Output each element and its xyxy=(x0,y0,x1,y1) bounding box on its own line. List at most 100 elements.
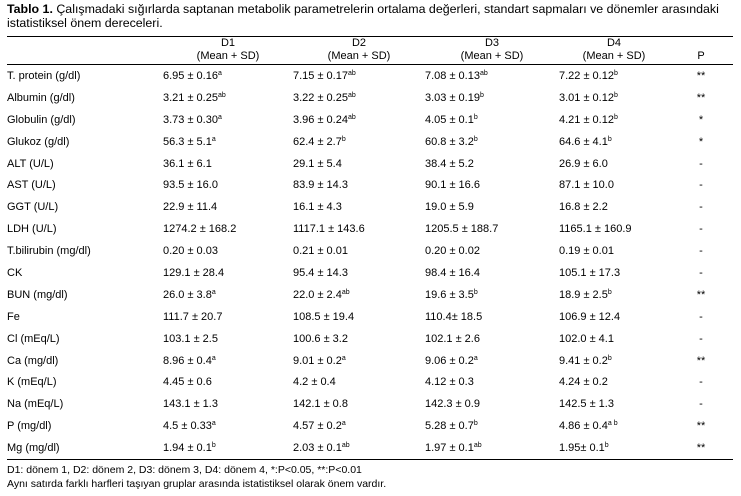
mean-sd-value: 106.9 ± 12.4 xyxy=(559,310,621,323)
header-sub-d3: (Mean + SD) xyxy=(425,49,559,65)
parameter-name: GGT (U/L) xyxy=(7,201,59,214)
significance-letter: b xyxy=(341,135,346,143)
value-cell-d3: 102.1 ± 2.6 xyxy=(425,328,559,350)
table-row: CK 129.1 ± 28.4 95.4 ± 14.3 98.4 ± 16.4 105.… xyxy=(7,262,733,284)
p-value: ** xyxy=(696,69,706,82)
mean-sd-value: 4.86 ± 0.4 xyxy=(559,420,608,433)
mean-sd-value: 9.01 ± 0.2 xyxy=(293,354,342,367)
value-cell-d2: 16.1 ± 4.3 xyxy=(293,196,425,218)
mean-sd-value: 6.95 ± 0.16 xyxy=(163,69,218,82)
mean-sd-value: 38.4 ± 5.2 xyxy=(425,157,474,170)
value-cell-d2: 95.4 ± 14.3 xyxy=(293,262,425,284)
p-value: ** xyxy=(696,288,706,301)
parameter-name: Albumin (g/dl) xyxy=(7,91,75,104)
value-cell-d2: 1117.1 ± 143.6 xyxy=(293,218,425,240)
mean-sd-value: 9.41 ± 0.2 xyxy=(559,354,608,367)
table-body: T. protein (g/dl) 6.95 ± 0.16a 7.15 ± 0.17… xyxy=(7,65,733,461)
mean-sd-value: 9.06 ± 0.2 xyxy=(425,354,474,367)
parameter-name: LDH (U/L) xyxy=(7,223,57,236)
p-value: - xyxy=(699,266,703,279)
significance-letter: a xyxy=(341,420,346,428)
mean-sd-value: 93.5 ± 16.0 xyxy=(163,179,218,192)
value-cell-d3: 9.06 ± 0.2a xyxy=(425,350,559,372)
significance-letter: ab xyxy=(341,288,350,296)
header-p: P xyxy=(669,49,733,65)
mean-sd-value: 1.94 ± 0.1 xyxy=(163,442,212,455)
significance-letter: b xyxy=(473,113,478,121)
table-row: T.bilirubin (mg/dl) 0.20 ± 0.03 0.21 ± 0.0… xyxy=(7,240,733,262)
significance-letter: b xyxy=(613,91,618,99)
value-cell-d1: 22.9 ± 11.4 xyxy=(163,196,293,218)
parameter-name: AST (U/L) xyxy=(7,179,56,192)
header-group-d3: D3 xyxy=(425,36,559,50)
mean-sd-value: 1205.5 ± 188.7 xyxy=(425,223,499,236)
value-cell-d4: 4.24 ± 0.2 xyxy=(559,371,669,393)
table-row: AST (U/L) 93.5 ± 16.0 83.9 ± 14.3 90.1 ± 16… xyxy=(7,174,733,196)
mean-sd-value: 110.4± 18.5 xyxy=(425,310,483,323)
value-cell-d3: 98.4 ± 16.4 xyxy=(425,262,559,284)
mean-sd-value: 98.4 ± 16.4 xyxy=(425,266,480,279)
header-sub-d2: (Mean + SD) xyxy=(293,49,425,65)
p-value: ** xyxy=(696,91,706,104)
value-cell-d1: 143.1 ± 1.3 xyxy=(163,393,293,415)
mean-sd-value: 4.05 ± 0.1 xyxy=(425,113,474,126)
value-cell-d1: 3.73 ± 0.30a xyxy=(163,109,293,131)
value-cell-d3: 7.08 ± 0.13ab xyxy=(425,65,559,87)
value-cell-d3: 0.20 ± 0.02 xyxy=(425,240,559,262)
mean-sd-value: 19.0 ± 5.9 xyxy=(425,201,474,214)
value-cell-d4: 102.0 ± 4.1 xyxy=(559,328,669,350)
significance-letter: a b xyxy=(607,420,618,428)
value-cell-d4: 87.1 ± 10.0 xyxy=(559,174,669,196)
parameter-name: Fe xyxy=(7,310,20,323)
significance-letter: a xyxy=(211,420,216,428)
value-cell-d4: 3.01 ± 0.12b xyxy=(559,87,669,109)
value-cell-d4: 7.22 ± 0.12b xyxy=(559,65,669,87)
value-cell-d1: 26.0 ± 3.8a xyxy=(163,284,293,306)
mean-sd-value: 95.4 ± 14.3 xyxy=(293,266,348,279)
significance-letter: b xyxy=(607,354,612,362)
value-cell-d1: 6.95 ± 0.16a xyxy=(163,65,293,87)
mean-sd-value: 22.0 ± 2.4 xyxy=(293,288,342,301)
parameter-name: Globulin (g/dl) xyxy=(7,113,76,126)
mean-sd-value: 4.45 ± 0.6 xyxy=(163,376,212,389)
value-cell-d1: 103.1 ± 2.5 xyxy=(163,328,293,350)
value-cell-d4: 18.9 ± 2.5b xyxy=(559,284,669,306)
mean-sd-value: 103.1 ± 2.5 xyxy=(163,332,218,345)
mean-sd-value: 16.8 ± 2.2 xyxy=(559,201,608,214)
value-cell-d4: 26.9 ± 6.0 xyxy=(559,153,669,175)
value-cell-d2: 3.22 ± 0.25ab xyxy=(293,87,425,109)
significance-letter: b xyxy=(607,135,612,143)
mean-sd-value: 4.12 ± 0.3 xyxy=(425,376,474,389)
table-row: ALT (U/L) 36.1 ± 6.1 29.1 ± 5.4 38.4 ± 5.2 2… xyxy=(7,153,733,175)
mean-sd-value: 22.9 ± 11.4 xyxy=(163,201,218,214)
value-cell-d2: 3.96 ± 0.24ab xyxy=(293,109,425,131)
mean-sd-value: 26.9 ± 6.0 xyxy=(559,157,608,170)
value-cell-d4: 106.9 ± 12.4 xyxy=(559,306,669,328)
value-cell-d2: 9.01 ± 0.2a xyxy=(293,350,425,372)
value-cell-d1: 129.1 ± 28.4 xyxy=(163,262,293,284)
value-cell-d4: 4.21 ± 0.12b xyxy=(559,109,669,131)
mean-sd-value: 0.21 ± 0.01 xyxy=(293,245,348,258)
significance-letter: a xyxy=(217,113,222,121)
parameter-name: T.bilirubin (mg/dl) xyxy=(7,245,91,258)
header-sub-d4: (Mean + SD) xyxy=(559,49,669,65)
p-value: - xyxy=(699,179,703,192)
mean-sd-value: 142.1 ± 0.8 xyxy=(293,398,348,411)
table-row: Ca (mg/dl) 8.96 ± 0.4a 9.01 ± 0.2a 9.06 ± 0… xyxy=(7,350,733,372)
value-cell-d2: 29.1 ± 5.4 xyxy=(293,153,425,175)
mean-sd-value: 2.03 ± 0.1 xyxy=(293,442,342,455)
parameter-name: Glukoz (g/dl) xyxy=(7,135,70,148)
significance-letter: b xyxy=(479,91,484,99)
parameter-name: T. protein (g/dl) xyxy=(7,69,81,82)
header-empty xyxy=(7,36,163,50)
mean-sd-value: 19.6 ± 3.5 xyxy=(425,288,474,301)
table-row: GGT (U/L) 22.9 ± 11.4 16.1 ± 4.3 19.0 ± 5.9… xyxy=(7,196,733,218)
value-cell-d1: 3.21 ± 0.25ab xyxy=(163,87,293,109)
value-cell-d4: 9.41 ± 0.2b xyxy=(559,350,669,372)
value-cell-d3: 1205.5 ± 188.7 xyxy=(425,218,559,240)
table-caption: Tablo 1. Çalışmadaki sığırlarda saptanan… xyxy=(7,2,735,30)
mean-sd-value: 36.1 ± 6.1 xyxy=(163,157,212,170)
significance-letter: a xyxy=(211,288,216,296)
header-group-d1: D1 xyxy=(163,36,293,50)
value-cell-d2: 142.1 ± 0.8 xyxy=(293,393,425,415)
